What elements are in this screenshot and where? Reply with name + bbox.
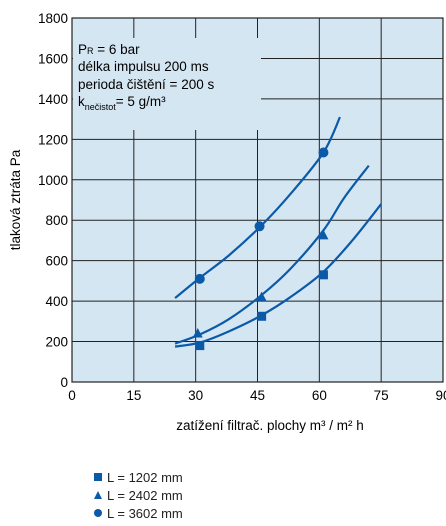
legend-label: L = 3602 mm [107, 505, 183, 521]
data-point-circle [254, 221, 265, 232]
data-point-triangle [192, 327, 203, 338]
x-tick-label: 90 [435, 388, 446, 403]
y-tick-label: 1200 [38, 132, 68, 147]
data-point-square [318, 270, 328, 280]
y-tick-label: 1000 [38, 173, 68, 188]
legend-label: L = 1202 mm [107, 469, 183, 485]
data-point-triangle [256, 291, 267, 302]
tick-labels: 0 15 30 45 60 75 90 0 200 400 600 800 1000 1200 1400 16… [38, 11, 446, 403]
x-tick-label: 75 [374, 388, 389, 403]
legend-item-l3602: L = 3602 mm [94, 504, 183, 522]
annotation-dust: knečistot= 5 g/m³ [78, 94, 166, 112]
y-tick-label: 1800 [38, 11, 68, 26]
series-markers [192, 147, 329, 351]
data-point-triangle [318, 229, 329, 240]
x-tick-label: 0 [68, 388, 76, 403]
annotation-background [73, 38, 261, 130]
legend-item-l1202: L = 1202 mm [94, 468, 183, 486]
y-tick-label: 1400 [38, 92, 68, 107]
data-point-square [195, 341, 205, 351]
grid [71, 17, 444, 383]
y-tick-label: 0 [60, 375, 68, 390]
legend: L = 1202 mm L = 2402 mm L = 3602 mm [94, 468, 183, 522]
annotation-pressure: PR = 6 bar [78, 42, 140, 57]
triangle-marker-icon [94, 491, 102, 499]
annotation-pulse: délka impulsu 200 ms [78, 59, 209, 74]
y-tick-label: 400 [45, 294, 68, 309]
x-tick-label: 15 [126, 388, 141, 403]
legend-item-l2402: L = 2402 mm [94, 486, 183, 504]
series-line-triangle [174, 164, 370, 345]
x-axis-label: zatížení filtrač. plochy m³ / m² h [176, 418, 364, 433]
x-tick-label: 45 [250, 388, 265, 403]
x-tick-label: 60 [312, 388, 327, 403]
data-point-circle [194, 273, 205, 284]
y-tick-label: 600 [45, 254, 68, 269]
y-tick-label: 800 [45, 213, 68, 228]
legend-label: L = 2402 mm [107, 487, 183, 503]
square-marker-icon [94, 473, 102, 481]
circle-marker-icon [94, 509, 102, 517]
y-tick-label: 1600 [38, 51, 68, 66]
data-point-circle [318, 147, 329, 158]
x-tick-label: 30 [188, 388, 203, 403]
y-tick-label: 200 [45, 335, 68, 350]
annotation-box: PR = 6 bar délka impulsu 200 ms perioda … [73, 38, 261, 130]
data-point-square [257, 311, 267, 321]
y-axis-label: tlaková ztráta Pa [8, 149, 23, 250]
annotation-period: perioda čištění = 200 s [78, 77, 214, 92]
